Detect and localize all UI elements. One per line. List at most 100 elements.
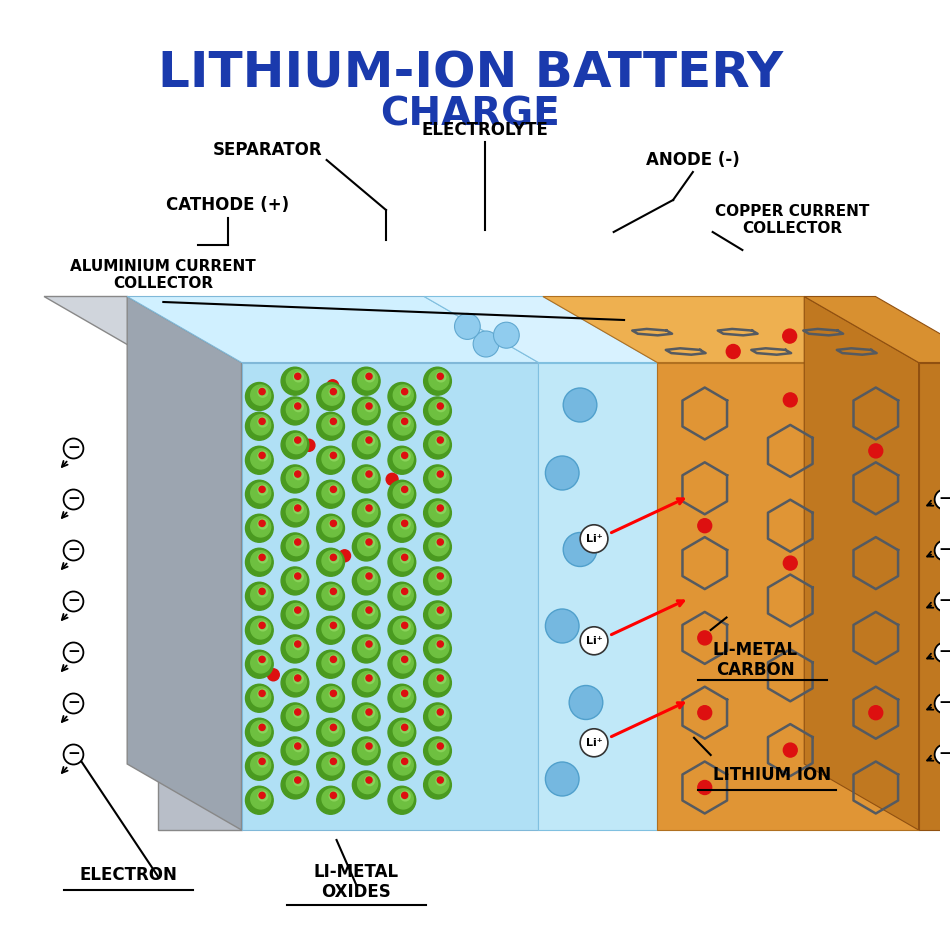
Circle shape	[64, 642, 84, 662]
Circle shape	[365, 436, 374, 446]
Circle shape	[251, 788, 271, 809]
Circle shape	[388, 752, 416, 780]
Circle shape	[251, 618, 271, 639]
Circle shape	[303, 439, 314, 451]
Circle shape	[436, 436, 446, 446]
Circle shape	[437, 607, 444, 613]
Circle shape	[388, 650, 416, 678]
Circle shape	[294, 373, 301, 379]
Circle shape	[322, 687, 342, 707]
Circle shape	[698, 781, 712, 794]
Circle shape	[245, 383, 274, 410]
Circle shape	[545, 609, 580, 643]
Circle shape	[286, 706, 306, 726]
Circle shape	[251, 415, 271, 435]
Circle shape	[258, 519, 268, 529]
Text: Li⁺: Li⁺	[586, 636, 602, 646]
Circle shape	[294, 708, 303, 717]
Circle shape	[258, 621, 268, 631]
Circle shape	[64, 745, 84, 765]
Circle shape	[365, 402, 374, 411]
Circle shape	[294, 470, 303, 480]
Circle shape	[245, 514, 274, 542]
Circle shape	[316, 548, 345, 577]
Circle shape	[281, 533, 309, 560]
Circle shape	[331, 758, 336, 765]
Circle shape	[437, 777, 444, 783]
Circle shape	[245, 412, 274, 440]
Circle shape	[259, 452, 265, 459]
Circle shape	[331, 792, 336, 798]
Circle shape	[322, 517, 342, 537]
Circle shape	[330, 757, 339, 767]
Circle shape	[64, 694, 84, 713]
Circle shape	[338, 550, 351, 561]
Polygon shape	[127, 296, 539, 363]
Circle shape	[352, 567, 380, 595]
Circle shape	[330, 485, 339, 495]
Circle shape	[281, 771, 309, 799]
Polygon shape	[127, 296, 241, 830]
Circle shape	[436, 776, 446, 786]
Circle shape	[436, 572, 446, 581]
Circle shape	[393, 385, 413, 406]
Circle shape	[330, 689, 339, 699]
Circle shape	[393, 585, 413, 605]
Circle shape	[331, 622, 336, 629]
Circle shape	[245, 787, 274, 814]
Circle shape	[245, 617, 274, 644]
Circle shape	[352, 368, 380, 395]
Text: −: −	[939, 593, 950, 608]
Circle shape	[388, 481, 416, 508]
Circle shape	[330, 417, 339, 427]
Circle shape	[259, 622, 265, 629]
Circle shape	[245, 582, 274, 610]
Circle shape	[286, 637, 306, 657]
Circle shape	[316, 412, 345, 440]
Circle shape	[357, 603, 377, 623]
Circle shape	[437, 539, 444, 545]
Polygon shape	[657, 363, 919, 830]
Circle shape	[330, 621, 339, 631]
Circle shape	[294, 505, 301, 511]
Circle shape	[365, 776, 374, 786]
Circle shape	[428, 433, 448, 454]
Circle shape	[294, 403, 301, 409]
Circle shape	[352, 635, 380, 663]
Polygon shape	[919, 363, 950, 830]
Circle shape	[64, 541, 84, 560]
Circle shape	[436, 640, 446, 650]
Circle shape	[580, 729, 608, 757]
Circle shape	[398, 652, 410, 664]
Circle shape	[294, 573, 301, 580]
Circle shape	[436, 674, 446, 684]
Circle shape	[424, 703, 451, 731]
Circle shape	[436, 402, 446, 411]
Circle shape	[259, 588, 265, 595]
Circle shape	[286, 467, 306, 487]
Circle shape	[365, 606, 374, 616]
Circle shape	[357, 773, 377, 793]
Circle shape	[352, 601, 380, 629]
Circle shape	[401, 656, 410, 665]
Circle shape	[388, 718, 416, 747]
Circle shape	[366, 743, 372, 750]
Text: −: −	[67, 593, 80, 608]
Circle shape	[294, 539, 301, 545]
Circle shape	[259, 724, 265, 731]
Circle shape	[402, 724, 408, 731]
Circle shape	[245, 684, 274, 712]
Circle shape	[245, 446, 274, 474]
Circle shape	[331, 389, 336, 394]
Circle shape	[64, 489, 84, 509]
Circle shape	[436, 372, 446, 382]
Circle shape	[330, 451, 339, 461]
Circle shape	[286, 502, 306, 522]
Circle shape	[402, 452, 408, 459]
Circle shape	[437, 403, 444, 409]
Circle shape	[330, 388, 339, 397]
Circle shape	[869, 706, 883, 720]
Circle shape	[331, 724, 336, 731]
Circle shape	[281, 669, 309, 697]
Circle shape	[436, 504, 446, 514]
